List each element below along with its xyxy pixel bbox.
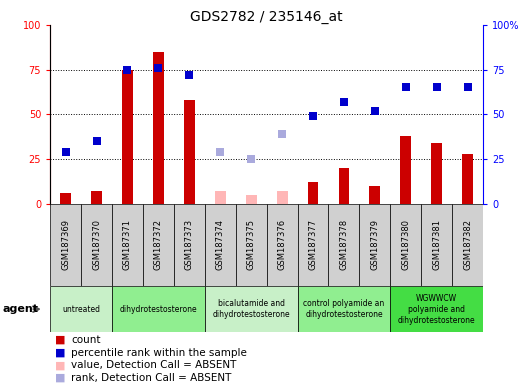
Text: GSM187371: GSM187371 xyxy=(123,219,132,270)
Bar xyxy=(112,204,143,286)
Bar xyxy=(338,168,350,204)
Bar xyxy=(298,286,390,332)
Text: GSM187380: GSM187380 xyxy=(401,219,410,270)
Text: GSM187375: GSM187375 xyxy=(247,219,256,270)
Bar xyxy=(246,195,257,204)
Text: agent: agent xyxy=(3,304,39,314)
Bar xyxy=(277,191,288,204)
Text: GSM187369: GSM187369 xyxy=(61,219,70,270)
Bar xyxy=(205,286,298,332)
Text: ■: ■ xyxy=(55,373,66,383)
Text: control polyamide an
dihydrotestosterone: control polyamide an dihydrotestosterone xyxy=(303,299,384,319)
Bar xyxy=(328,204,360,286)
Text: percentile rank within the sample: percentile rank within the sample xyxy=(71,348,247,358)
Text: GSM187374: GSM187374 xyxy=(216,219,225,270)
Bar xyxy=(370,186,380,204)
Text: GSM187377: GSM187377 xyxy=(308,219,317,270)
Bar xyxy=(235,204,267,286)
Text: ■: ■ xyxy=(55,360,66,370)
Bar xyxy=(112,286,205,332)
Bar xyxy=(390,286,483,332)
Bar xyxy=(400,136,411,204)
Text: WGWWCW
polyamide and
dihydrotestosterone: WGWWCW polyamide and dihydrotestosterone xyxy=(398,293,476,325)
Bar xyxy=(184,100,195,204)
Text: GSM187381: GSM187381 xyxy=(432,219,441,270)
Text: bicalutamide and
dihydrotestosterone: bicalutamide and dihydrotestosterone xyxy=(212,299,290,319)
Text: count: count xyxy=(71,335,101,345)
Bar xyxy=(462,154,473,204)
Bar xyxy=(215,191,225,204)
Bar xyxy=(298,204,328,286)
Text: GSM187370: GSM187370 xyxy=(92,219,101,270)
Bar xyxy=(91,191,102,204)
Bar xyxy=(122,70,133,204)
Bar xyxy=(143,204,174,286)
Bar xyxy=(174,204,205,286)
Text: GSM187379: GSM187379 xyxy=(370,219,380,270)
Bar xyxy=(452,204,483,286)
Bar xyxy=(431,143,442,204)
Bar xyxy=(205,204,235,286)
Text: GSM187373: GSM187373 xyxy=(185,219,194,270)
Bar xyxy=(390,204,421,286)
Bar xyxy=(50,286,112,332)
Text: value, Detection Call = ABSENT: value, Detection Call = ABSENT xyxy=(71,360,237,370)
Bar xyxy=(360,204,390,286)
Text: GSM187378: GSM187378 xyxy=(340,219,348,270)
Text: GDS2782 / 235146_at: GDS2782 / 235146_at xyxy=(190,10,343,23)
Bar xyxy=(60,193,71,204)
Bar xyxy=(267,204,298,286)
Text: GSM187376: GSM187376 xyxy=(278,219,287,270)
Bar xyxy=(81,204,112,286)
Text: GSM187382: GSM187382 xyxy=(463,219,472,270)
Text: dihydrotestosterone: dihydrotestosterone xyxy=(119,305,197,314)
Bar xyxy=(153,52,164,204)
Text: untreated: untreated xyxy=(62,305,100,314)
Text: rank, Detection Call = ABSENT: rank, Detection Call = ABSENT xyxy=(71,373,232,383)
Text: ■: ■ xyxy=(55,335,66,345)
Bar xyxy=(50,204,81,286)
Text: ■: ■ xyxy=(55,348,66,358)
Bar xyxy=(421,204,452,286)
Bar xyxy=(308,182,318,204)
Text: GSM187372: GSM187372 xyxy=(154,219,163,270)
